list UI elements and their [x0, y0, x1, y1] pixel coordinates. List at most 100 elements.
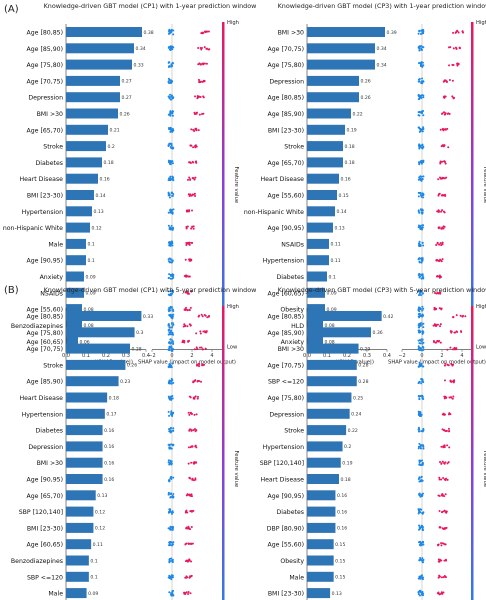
- beeswarm-point: [168, 97, 171, 100]
- beeswarm-point: [418, 365, 421, 368]
- beeswarm-point: [193, 461, 196, 464]
- beeswarm-point: [168, 127, 171, 130]
- bar-value-label: 0.18: [104, 160, 114, 166]
- beeswarm-point: [171, 162, 174, 165]
- beeswarm-point: [443, 96, 446, 99]
- beeswarm-point: [420, 261, 423, 264]
- beeswarm-point: [444, 526, 447, 529]
- beeswarm-point: [185, 494, 188, 497]
- bar-value-label: 0.09: [327, 291, 337, 297]
- beeswarm-point: [186, 291, 189, 294]
- beeswarm-point: [446, 348, 449, 351]
- bar-value-label: 0.18: [345, 144, 355, 150]
- beeswarm-point: [417, 508, 420, 511]
- beeswarm-point: [422, 365, 425, 368]
- beeswarm-point: [436, 323, 439, 326]
- beeswarm-point: [169, 314, 172, 317]
- beeswarm-point: [168, 193, 171, 196]
- bar: [66, 157, 102, 168]
- beeswarm-point: [195, 129, 198, 132]
- beeswarm-point: [438, 574, 441, 577]
- beeswarm-point: [187, 525, 190, 528]
- beeswarm-point: [197, 78, 200, 81]
- beeswarm-point: [419, 61, 422, 64]
- bar-value-label: 0.34: [377, 46, 387, 52]
- beeswarm-point: [422, 511, 425, 514]
- feature-label: Age [85,90): [268, 111, 304, 118]
- bar-value-label: 0.12: [92, 225, 102, 231]
- beeswarm-point: [443, 462, 446, 465]
- feature-label: Stroke: [43, 144, 63, 151]
- beeswarm-point: [185, 225, 188, 228]
- beeswarm-point: [442, 591, 445, 594]
- beeswarm-point: [422, 126, 425, 129]
- bar-value-label: 0.22: [353, 111, 363, 117]
- beeswarm-point: [418, 49, 421, 52]
- beeswarm-point: [192, 509, 195, 512]
- beeswarm-point: [421, 228, 424, 231]
- bar: [66, 238, 86, 249]
- feature-label: Age [90,95): [27, 258, 63, 265]
- beeswarm-point: [171, 244, 174, 247]
- bar: [66, 311, 142, 321]
- beeswarm-point: [170, 594, 173, 597]
- beeswarm-point: [167, 61, 170, 64]
- beeswarm-point: [194, 176, 197, 179]
- beeswarm-point: [418, 130, 421, 133]
- feature-label: non-Hispanic White: [244, 209, 304, 216]
- beeswarm-point: [450, 331, 453, 334]
- beeswarm-point: [188, 275, 191, 278]
- beeswarm-point: [417, 428, 420, 431]
- beeswarm-point: [419, 415, 422, 418]
- bar: [307, 571, 334, 582]
- beeswarm-point: [194, 95, 197, 98]
- bar-value-label: 0.3: [136, 330, 143, 336]
- bar-x-tick-label: 0.4: [142, 353, 150, 359]
- beeswarm-point: [422, 145, 425, 148]
- beeswarm-x-tick-label: 2: [440, 353, 443, 359]
- beeswarm-point: [448, 64, 451, 67]
- bar-value-label: 0.25: [353, 395, 363, 401]
- feature-label: Hypertension: [263, 258, 304, 265]
- beeswarm-point: [422, 64, 425, 67]
- beeswarm-point: [188, 428, 191, 431]
- beeswarm-point: [419, 290, 422, 293]
- beeswarm-x-axis-label: SHAP value (impact on model output): [388, 360, 486, 366]
- beeswarm-point: [419, 257, 422, 260]
- beeswarm-point: [168, 243, 171, 246]
- beeswarm-point: [187, 411, 190, 414]
- bar-value-label: 0.15: [335, 575, 345, 581]
- bar-value-label: 0.09: [86, 274, 96, 280]
- beeswarm-point: [441, 527, 444, 530]
- beeswarm-point: [167, 211, 170, 214]
- beeswarm-point: [444, 576, 447, 579]
- beeswarm-point: [437, 576, 440, 579]
- beeswarm-point: [187, 543, 190, 546]
- beeswarm-point: [418, 261, 421, 264]
- bar: [307, 124, 345, 135]
- feature-label: BMI >30: [278, 346, 304, 353]
- beeswarm-point: [188, 576, 191, 579]
- beeswarm-point: [418, 127, 421, 130]
- beeswarm-point: [449, 379, 452, 382]
- beeswarm-point: [420, 81, 423, 84]
- beeswarm-point: [421, 224, 424, 227]
- beeswarm-point: [417, 413, 420, 416]
- bar: [66, 255, 86, 266]
- feature-label: Age [85,90): [27, 46, 63, 53]
- bar-value-label: 0.16: [341, 177, 351, 183]
- beeswarm-point: [421, 526, 424, 529]
- beeswarm-point: [441, 258, 444, 261]
- beeswarm-point: [444, 413, 447, 416]
- bar: [66, 304, 82, 315]
- beeswarm-point: [440, 462, 443, 465]
- beeswarm-point: [169, 575, 172, 578]
- beeswarm-point: [455, 347, 458, 350]
- beeswarm-point: [422, 307, 425, 310]
- beeswarm-point: [196, 397, 199, 400]
- beeswarm-point: [417, 209, 420, 212]
- beeswarm-point: [421, 226, 424, 229]
- beeswarm-point: [190, 526, 193, 529]
- beeswarm-point: [441, 160, 444, 163]
- beeswarm-point: [172, 381, 175, 384]
